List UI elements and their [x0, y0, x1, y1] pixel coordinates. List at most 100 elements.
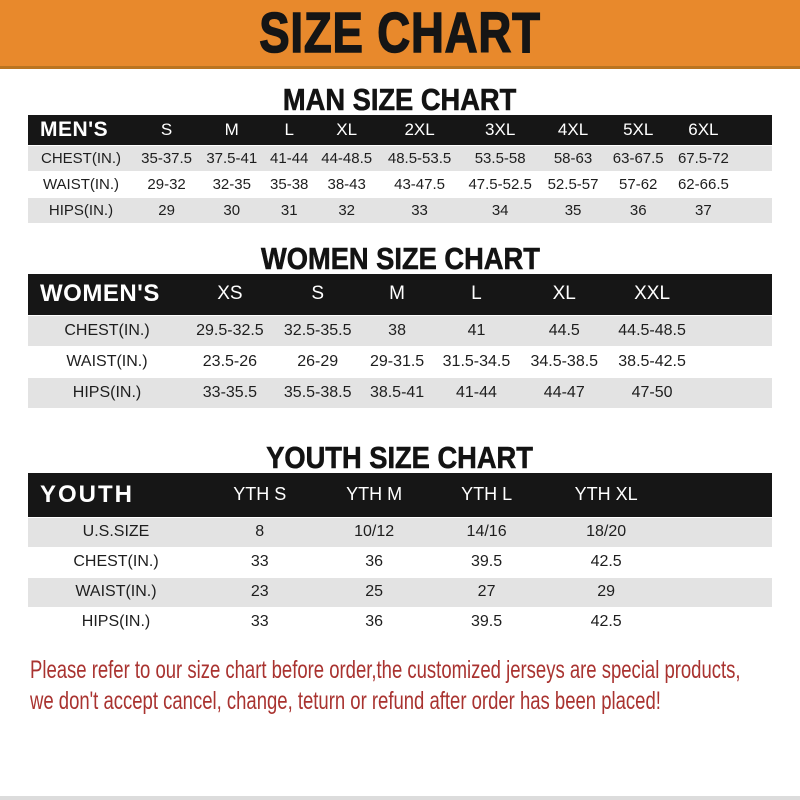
- size-value-cell: 39.5: [432, 606, 541, 638]
- size-value-cell: 36: [315, 546, 433, 578]
- column-header: 3XL: [459, 115, 541, 145]
- size-value-cell: 31: [264, 196, 315, 224]
- size-value-cell: 33: [379, 196, 460, 224]
- size-value-cell: 33: [204, 606, 316, 638]
- spacer-cell: [736, 144, 772, 172]
- size-value-cell: 30: [199, 196, 265, 224]
- disclaimer-note: Please refer to our size chart before or…: [30, 655, 800, 717]
- size-value-cell: 23.5-26: [186, 346, 274, 378]
- measurement-row: WAIST(IN.) 29-32 32-35 35-38 38-43 43-47.5 47.…: [28, 170, 772, 198]
- row-label: WAIST(IN.): [28, 170, 134, 198]
- size-value-cell: 47.5-52.5: [459, 170, 541, 198]
- youth-size-table: YOUTH YTH S YTH M YTH L YTH XL U.S.SIZE 8 10/1…: [28, 473, 772, 638]
- spacer-cell: [672, 473, 772, 517]
- size-chart-banner: SIZE CHART: [0, 0, 800, 69]
- youth-size-chart-heading: YOUTH SIZE CHART: [0, 440, 800, 475]
- size-value-cell: 38-43: [314, 170, 380, 198]
- size-value-cell: 52.5-57: [540, 170, 606, 198]
- size-value-cell: 57-62: [605, 170, 671, 198]
- size-header-row: WOMEN'S XS S M L XL XXL: [28, 273, 772, 316]
- youth-table-body: U.S.SIZE 8 10/12 14/16 18/20 CHEST(IN.) 33 36 39…: [28, 516, 772, 638]
- size-value-cell: 63-67.5: [605, 144, 671, 172]
- size-value-cell: 41: [432, 315, 521, 347]
- measurement-row: CHEST(IN.) 35-37.5 37.5-41 41-44 44-48.5 48.5…: [28, 144, 772, 172]
- size-value-cell: 35-38: [264, 170, 315, 198]
- size-value-cell: 36: [315, 606, 433, 638]
- column-header: YTH M: [315, 473, 433, 517]
- men-table-body: CHEST(IN.) 35-37.5 37.5-41 41-44 44-48.5 48.5…: [28, 144, 772, 224]
- women-table-body: CHEST(IN.) 29.5-32.5 32.5-35.5 38 41 44.5 44.5…: [28, 315, 772, 409]
- size-value-cell: 44.5: [520, 315, 609, 347]
- table-header-label: YOUTH: [28, 473, 204, 517]
- column-header: M: [199, 115, 265, 145]
- size-value-cell: 34.5-38.5: [520, 346, 609, 378]
- size-value-cell: 44-48.5: [314, 144, 380, 172]
- row-label: CHEST(IN.): [28, 315, 186, 347]
- column-header: XS: [186, 273, 274, 316]
- man-size-chart-heading: MAN SIZE CHART: [0, 84, 800, 116]
- size-value-cell: 36: [605, 196, 671, 224]
- size-value-cell: 33-35.5: [186, 377, 274, 409]
- women-size-chart-heading-text: WOMEN SIZE CHART: [260, 240, 540, 276]
- size-value-cell: 29.5-32.5: [186, 315, 274, 347]
- size-value-cell: 18/20: [540, 516, 672, 548]
- spacer-cell: [736, 115, 772, 145]
- disclaimer-line-2: we don't accept cancel, change, teturn o…: [30, 686, 661, 715]
- column-header: XXL: [608, 273, 696, 316]
- women-size-table: WOMEN'S XS S M L XL XXL CHEST(IN.) 29.5-32.5 32.…: [28, 273, 772, 409]
- row-label: HIPS(IN.): [28, 377, 186, 409]
- row-label: WAIST(IN.): [28, 346, 186, 378]
- column-header: XL: [314, 115, 380, 145]
- size-value-cell: 25: [315, 576, 433, 608]
- size-value-cell: 34: [459, 196, 541, 224]
- size-value-cell: 35-37.5: [134, 144, 200, 172]
- spacer-cell: [736, 170, 772, 198]
- spacer-cell: [736, 196, 772, 224]
- size-value-cell: 42.5: [540, 606, 672, 638]
- size-header-row: YOUTH YTH S YTH M YTH L YTH XL: [28, 473, 772, 517]
- measurement-row: CHEST(IN.) 29.5-32.5 32.5-35.5 38 41 44.5 44.5…: [28, 315, 772, 347]
- column-header: YTH XL: [540, 473, 672, 517]
- column-header: YTH L: [432, 473, 541, 517]
- size-value-cell: 44.5-48.5: [608, 315, 696, 347]
- spacer-cell: [672, 606, 772, 638]
- size-value-cell: 32.5-35.5: [273, 315, 362, 347]
- size-value-cell: 32-35: [199, 170, 265, 198]
- size-value-cell: 39.5: [432, 546, 541, 578]
- size-value-cell: 41-44: [264, 144, 315, 172]
- size-value-cell: 38: [361, 315, 433, 347]
- men-table-header: MEN'S S M L XL 2XL 3XL 4XL 5XL 6XL: [28, 115, 772, 145]
- spacer-cell: [672, 546, 772, 578]
- column-header: S: [134, 115, 200, 145]
- table-header-label: WOMEN'S: [28, 273, 186, 316]
- men-size-table: MEN'S S M L XL 2XL 3XL 4XL 5XL 6XL CHEST(IN.) 35-3…: [28, 115, 772, 224]
- row-label: CHEST(IN.): [28, 144, 134, 172]
- size-value-cell: 48.5-53.5: [379, 144, 460, 172]
- size-value-cell: 37: [670, 196, 736, 224]
- size-value-cell: 35: [540, 196, 606, 224]
- column-header: YTH S: [204, 473, 316, 517]
- column-header: S: [273, 273, 362, 316]
- size-value-cell: 44-47: [520, 377, 609, 409]
- disclaimer-line-1: Please refer to our size chart before or…: [30, 655, 741, 684]
- size-value-cell: 37.5-41: [199, 144, 265, 172]
- measurement-row: WAIST(IN.) 23 25 27 29: [28, 576, 772, 608]
- size-value-cell: 8: [204, 516, 316, 548]
- size-value-cell: 27: [432, 576, 541, 608]
- column-header: 5XL: [605, 115, 671, 145]
- measurement-row: HIPS(IN.) 33-35.5 35.5-38.5 38.5-41 41-44 44-…: [28, 377, 772, 409]
- column-header: L: [264, 115, 315, 145]
- bottom-edge-strip: [0, 796, 800, 800]
- table-header-label: MEN'S: [28, 115, 134, 145]
- size-value-cell: 29: [134, 196, 200, 224]
- spacer-cell: [672, 516, 772, 548]
- row-label: U.S.SIZE: [28, 516, 204, 548]
- spacer-cell: [696, 273, 772, 316]
- women-size-chart-heading: WOMEN SIZE CHART: [0, 240, 800, 276]
- size-value-cell: 41-44: [432, 377, 521, 409]
- size-value-cell: 10/12: [315, 516, 433, 548]
- spacer-cell: [696, 315, 772, 347]
- column-header: 6XL: [670, 115, 736, 145]
- youth-size-chart-heading-text: YOUTH SIZE CHART: [266, 440, 534, 475]
- row-label: HIPS(IN.): [28, 196, 134, 224]
